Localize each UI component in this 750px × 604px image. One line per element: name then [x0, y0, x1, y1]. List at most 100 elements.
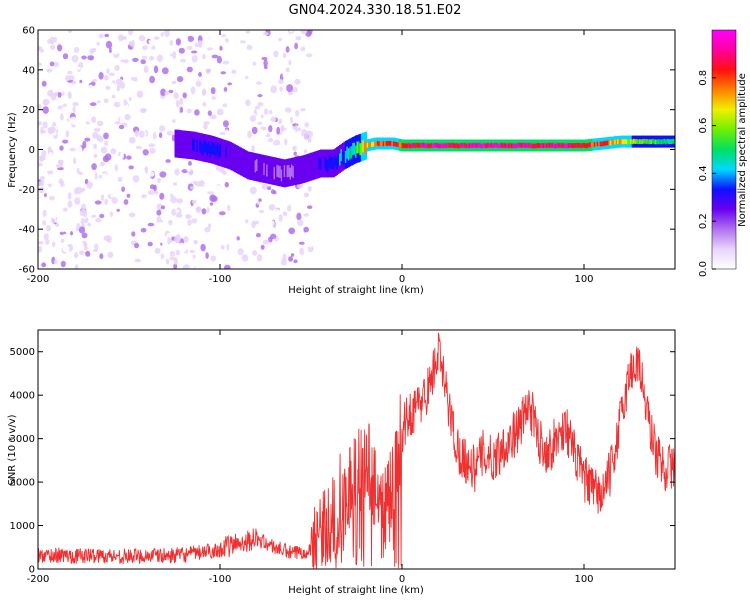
- heatmap-cell: [197, 40, 203, 48]
- heatmap-cell: [38, 116, 42, 120]
- heatmap-cell: [90, 139, 97, 145]
- heatmap-cell: [38, 121, 43, 126]
- heatmap-cell: [167, 236, 171, 245]
- heatmap-cell: [215, 165, 219, 171]
- heatmap-cell: [454, 143, 457, 149]
- heatmap-cell: [42, 98, 48, 106]
- heatmap-cell: [394, 141, 397, 147]
- heatmap-cell: [176, 198, 183, 204]
- y-tick-label: 1000: [10, 521, 35, 532]
- heatmap-cell: [46, 225, 51, 232]
- heatmap-cell: [420, 142, 423, 148]
- heatmap-cell: [649, 139, 652, 145]
- heatmap-cell: [190, 139, 193, 152]
- heatmap-cell: [473, 143, 475, 148]
- heatmap-cell: [168, 151, 174, 157]
- heatmap-cell: [47, 158, 53, 166]
- heatmap-cell: [263, 32, 269, 36]
- heatmap-cell: [407, 142, 410, 148]
- heatmap-cell: [267, 186, 272, 191]
- y-tick-label: 0: [29, 565, 35, 576]
- heatmap-cell: [92, 78, 98, 83]
- heatmap-cell: [292, 87, 298, 93]
- heatmap-cell: [525, 143, 528, 148]
- heatmap-cell: [219, 132, 226, 135]
- heatmap-cell: [72, 101, 79, 107]
- heatmap-cell: [358, 141, 360, 154]
- heatmap-cell: [268, 109, 273, 115]
- heatmap-cell: [595, 141, 598, 147]
- heatmap-cell: [144, 166, 149, 172]
- heatmap-cell: [507, 143, 510, 149]
- heatmap-cell: [352, 143, 355, 155]
- heatmap-cell: [84, 121, 91, 125]
- heatmap-cell: [246, 71, 251, 77]
- heatmap-cell: [285, 46, 290, 53]
- heatmap-cell: [395, 142, 398, 147]
- heatmap-cell: [279, 166, 282, 178]
- heatmap-cell: [62, 245, 70, 253]
- heatmap-cell: [483, 142, 486, 148]
- heatmap-cell: [52, 61, 60, 67]
- heatmap-cell: [274, 92, 280, 100]
- heatmap-cell: [99, 182, 104, 190]
- heatmap-cell: [41, 52, 46, 61]
- heatmap-cell: [240, 232, 244, 240]
- heatmap-cell: [175, 99, 180, 108]
- heatmap-cell: [59, 113, 64, 121]
- heatmap-cell: [297, 142, 301, 148]
- heatmap-cell: [343, 152, 346, 165]
- heatmap-cell: [261, 56, 268, 61]
- heatmap-cell: [128, 96, 132, 102]
- heatmap-cell: [222, 144, 225, 157]
- heatmap-cell: [239, 40, 246, 44]
- heatmap-cell: [135, 227, 142, 231]
- heatmap-cell: [136, 233, 141, 239]
- y-tick-label: -40: [19, 225, 35, 236]
- heatmap-cell: [253, 158, 256, 170]
- heatmap-cell: [191, 199, 197, 205]
- heatmap-cell: [292, 166, 295, 179]
- heatmap-cell: [47, 90, 54, 97]
- heatmap-cell: [596, 141, 599, 147]
- heatmap-cell: [334, 154, 337, 167]
- heatmap-cell: [180, 107, 183, 113]
- heatmap-cell: [433, 142, 436, 148]
- heatmap-cell: [286, 165, 289, 178]
- heatmap-cell: [634, 139, 637, 144]
- heatmap-cell: [251, 158, 254, 171]
- heatmap-cell: [556, 143, 558, 149]
- heatmap-cell: [165, 258, 170, 265]
- heatmap-cell: [154, 247, 161, 254]
- heatmap-cell: [314, 158, 317, 171]
- heatmap-cell: [183, 36, 189, 45]
- heatmap-cell: [202, 143, 205, 156]
- heatmap-cell: [599, 141, 602, 147]
- heatmap-cell: [323, 155, 325, 168]
- heatmap-cell: [199, 105, 205, 109]
- heatmap-cell: [83, 51, 88, 55]
- heatmap-cell: [175, 249, 180, 256]
- heatmap-cell: [192, 138, 194, 151]
- heatmap-cell: [535, 143, 538, 149]
- heatmap-cell: [641, 139, 644, 145]
- heatmap-cell: [299, 163, 302, 176]
- heatmap-cell: [83, 93, 88, 98]
- heatmap-cell: [147, 222, 155, 227]
- heatmap-cell: [224, 264, 231, 269]
- heatmap-cell: [305, 159, 308, 172]
- heatmap-cell: [449, 143, 452, 148]
- heatmap-cell: [167, 185, 174, 189]
- heatmap-cell: [260, 98, 264, 103]
- heatmap-cell: [166, 233, 172, 240]
- heatmap-cell: [518, 142, 521, 148]
- heatmap-cell: [516, 143, 519, 148]
- heatmap-cell: [245, 99, 251, 107]
- heatmap-cell: [143, 65, 149, 73]
- heatmap-cell: [156, 209, 162, 216]
- heatmap-cell: [282, 253, 287, 261]
- heatmap-cell: [205, 141, 208, 153]
- spectrogram-xlabel: Height of straight line (km): [288, 285, 424, 296]
- heatmap-cell: [218, 167, 225, 173]
- heatmap-cell: [71, 80, 77, 85]
